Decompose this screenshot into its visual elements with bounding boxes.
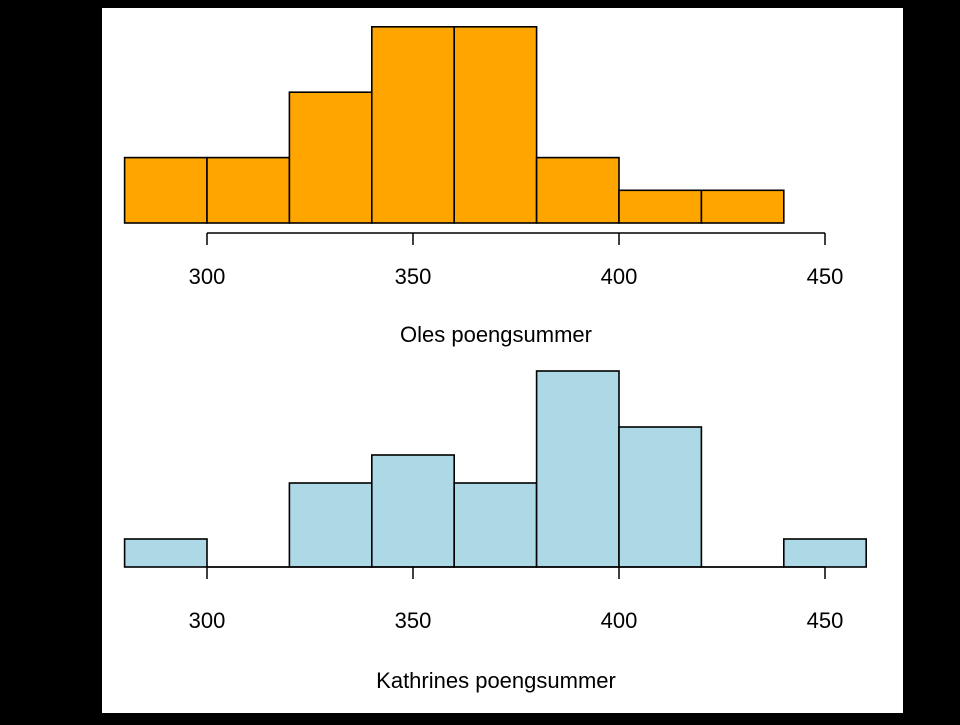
histogram-oles-bars [123, 25, 785, 224]
histogram-oles-bar [700, 189, 785, 224]
histogram-oles-bar [535, 156, 620, 224]
histogram-kathrines-bar [782, 538, 867, 568]
x-axis-tick-label: 400 [601, 608, 638, 633]
x-axis-tick-label: 300 [189, 264, 226, 289]
histogram-kathrines-bar [370, 454, 455, 568]
histogram-kathrines-bar [453, 482, 538, 568]
x-axis-tick-label: 350 [395, 264, 432, 289]
histogram-oles-bar [123, 156, 208, 224]
histogram-kathrines-bar [288, 482, 373, 568]
histogram-kathrines: 300 350 400 450 Kathrines poengsummer [123, 370, 867, 693]
histogram-kathrines-bar [123, 538, 208, 568]
histogram-oles-bar [453, 25, 538, 224]
histogram-oles-bar [288, 91, 373, 224]
x-axis-tick-label: 400 [601, 264, 638, 289]
x-axis-tick-label: 300 [189, 608, 226, 633]
histogram-oles-bar [206, 156, 291, 224]
histogram-kathrines-bars [123, 370, 867, 568]
histogram-kathrines-x-axis: 300 350 400 450 [189, 566, 844, 633]
histogram-kathrines-bar [535, 370, 620, 568]
histogram-oles-bar [618, 189, 703, 224]
histogram-oles: 300 350 400 450 Oles poengsummer [123, 25, 844, 347]
histogram-oles-x-axis: 300 350 400 450 [189, 232, 844, 289]
histogram-oles-bar [370, 25, 455, 224]
histogram-kathrines-bar [618, 426, 703, 568]
x-axis-tick-label: 450 [807, 608, 844, 633]
histogram-kathrines-x-axis-label: Kathrines poengsummer [376, 668, 616, 693]
histogram-oles-x-axis-label: Oles poengsummer [400, 322, 592, 347]
x-axis-tick-label: 450 [807, 264, 844, 289]
x-axis-tick-label: 350 [395, 608, 432, 633]
